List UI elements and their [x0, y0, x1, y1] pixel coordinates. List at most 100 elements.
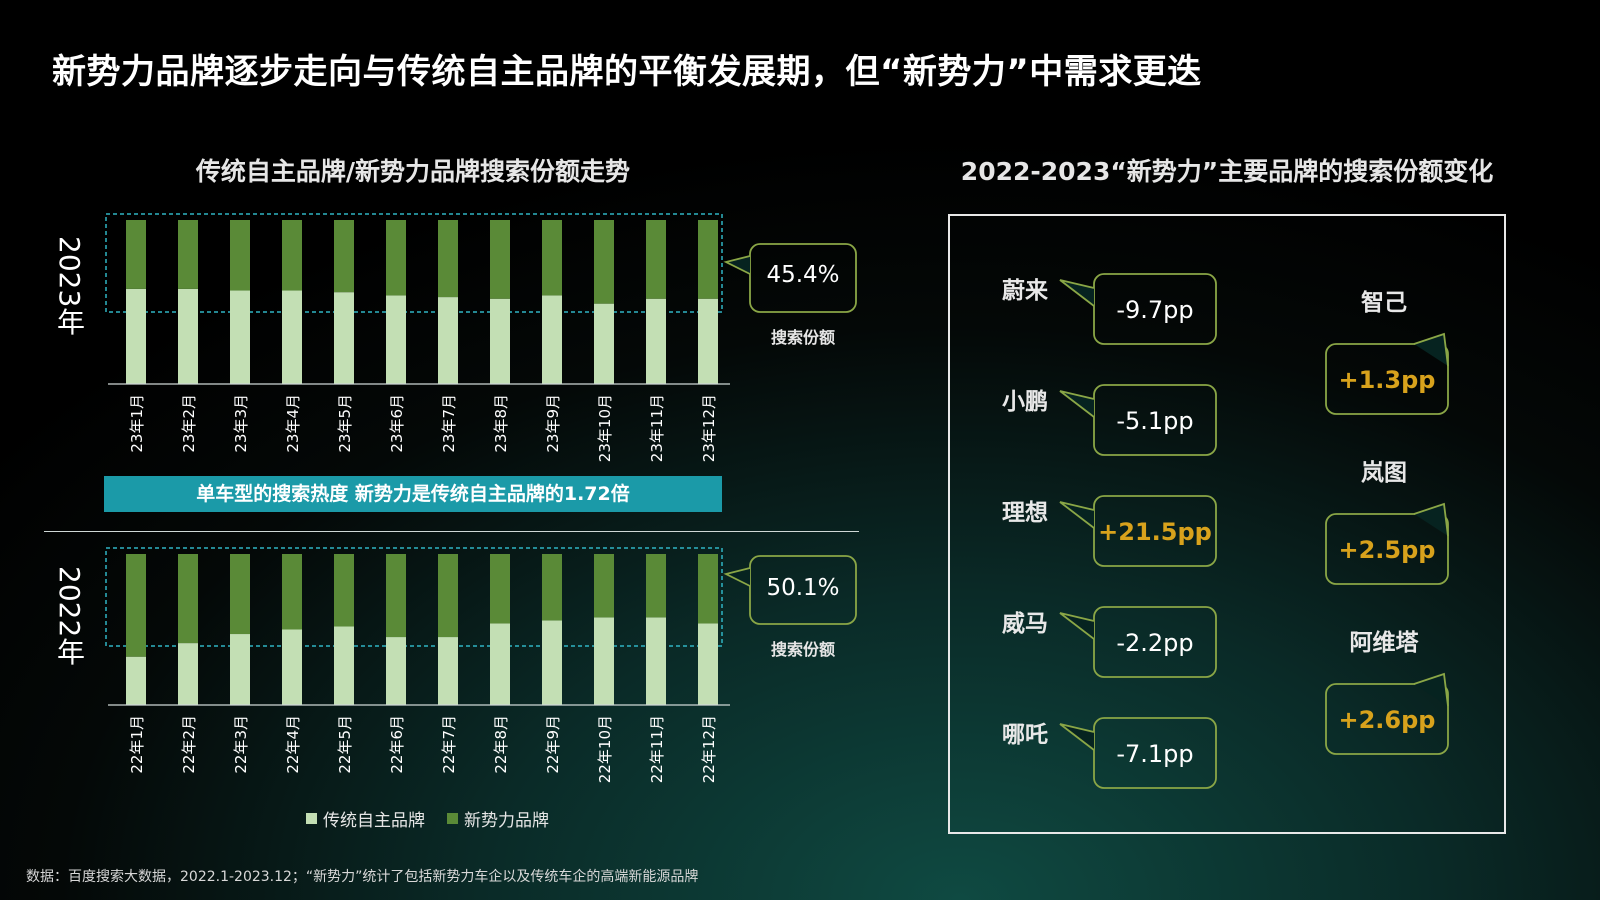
tick-label-2023-9: 23年9月	[544, 394, 562, 453]
brand-name-3: 理想	[1002, 500, 1048, 526]
tick-label-2023-11: 23年11月	[648, 394, 666, 462]
bar-new-force-2023-11	[646, 220, 666, 299]
brand-bubble-pointer-8	[1413, 672, 1449, 707]
tick-label-2023-5: 23年5月	[336, 394, 354, 453]
brand-change-value-7: +2.5pp	[1339, 536, 1436, 564]
brand-bubble-4	[1093, 606, 1217, 678]
bar-traditional-2023-2	[178, 288, 198, 384]
left-chart-title: 传统自主品牌/新势力品牌搜索份额走势	[195, 157, 631, 186]
callout-2022-caption: 搜索份额	[770, 640, 835, 659]
highlight-box-2022	[105, 547, 723, 647]
bar-new-force-2022-5	[334, 554, 354, 627]
callout-pointer-2023	[723, 255, 751, 275]
year-label-2023: 2023年	[53, 236, 86, 336]
callout-pointer-2022	[723, 567, 751, 587]
legend-label-traditional: 传统自主品牌	[323, 811, 425, 831]
panel-divider	[44, 531, 859, 532]
brand-change-value-3: +21.5pp	[1098, 518, 1212, 546]
brand-name-1: 蔚来	[1002, 277, 1049, 304]
brand-bubble-6	[1325, 343, 1449, 415]
brand-change-value-5: -7.1pp	[1116, 740, 1193, 768]
bar-new-force-2022-9	[542, 554, 562, 621]
bar-traditional-2023-12	[698, 298, 718, 384]
brand-change-value-8: +2.6pp	[1339, 706, 1436, 734]
bar-traditional-2023-3	[230, 290, 250, 384]
brand-bubble-pointer-6	[1413, 332, 1449, 367]
callout-bubble-2023	[749, 243, 857, 313]
callout-2023-caption: 搜索份额	[770, 328, 835, 347]
brand-bubble-pointer-3	[1059, 501, 1095, 529]
brand-bubble-3	[1093, 495, 1217, 567]
brand-bubble-pointer-1	[1059, 279, 1095, 307]
bar-traditional-2023-8	[490, 298, 510, 384]
bar-traditional-2022-3	[230, 634, 250, 705]
tick-label-2022-3: 22年3月	[232, 715, 250, 774]
bar-traditional-2022-12	[698, 623, 718, 705]
brand-bubble-pointer-5	[1059, 723, 1095, 751]
bar-new-force-2023-6	[386, 220, 406, 296]
brand-name-8: 阿维塔	[1350, 629, 1420, 656]
right-chart-title: 2022-2023“新势力”主要品牌的搜索份额变化	[960, 157, 1494, 186]
bar-traditional-2023-10	[594, 303, 614, 384]
callout-2023-value: 45.4%	[766, 262, 840, 288]
bar-traditional-2022-9	[542, 620, 562, 705]
tick-label-2023-12: 23年12月	[700, 394, 718, 462]
bar-new-force-2023-2	[178, 220, 198, 289]
brand-name-6: 智己	[1361, 289, 1407, 316]
bar-traditional-2022-6	[386, 637, 406, 705]
bar-new-force-2023-5	[334, 220, 354, 293]
brand-bubble-pointer-7	[1413, 502, 1449, 537]
tick-label-2022-10: 22年10月	[596, 715, 614, 783]
page-title: 新势力品牌逐步走向与传统自主品牌的平衡发展期，但“新势力”中需求更迭	[52, 52, 1202, 92]
bar-new-force-2022-2	[178, 554, 198, 644]
tick-label-2022-8: 22年8月	[492, 715, 510, 774]
stacked-bar-chart: 23年1月 23年2月 23年3月 23年4月 23年5月 23年6月 23年7月 23年8月…	[105, 213, 857, 783]
bar-traditional-2022-4	[282, 629, 302, 705]
brand-bubble-7	[1325, 513, 1449, 585]
bar-traditional-2023-7	[438, 297, 458, 384]
bar-new-force-2022-8	[490, 554, 510, 624]
bar-traditional-2023-4	[282, 290, 302, 384]
brand-bubble-2	[1093, 384, 1217, 456]
legend-swatch-traditional	[306, 813, 317, 824]
bar-new-force-2022-7	[438, 554, 458, 638]
tick-label-2022-12: 22年12月	[700, 715, 718, 783]
bar-new-force-2022-3	[230, 554, 250, 635]
bar-new-force-2023-4	[282, 220, 302, 291]
tick-label-2023-7: 23年7月	[440, 394, 458, 453]
bar-traditional-2022-10	[594, 617, 614, 705]
brand-change-value-4: -2.2pp	[1116, 629, 1193, 657]
tick-label-2022-11: 22年11月	[648, 715, 666, 783]
bar-new-force-2022-10	[594, 554, 614, 618]
legend-label-new-force: 新势力品牌	[464, 811, 549, 831]
tick-label-2022-5: 22年5月	[336, 715, 354, 774]
brand-bubble-pointer-4	[1059, 612, 1095, 640]
brand-change-panel	[948, 214, 1506, 834]
bar-new-force-2023-10	[594, 220, 614, 304]
bar-new-force-2023-8	[490, 220, 510, 299]
bar-new-force-2023-7	[438, 220, 458, 298]
legend-item-traditional: 传统自主品牌	[306, 806, 425, 831]
tick-label-2022-6: 22年6月	[388, 715, 406, 774]
tick-label-2022-1: 22年1月	[128, 715, 146, 774]
brand-name-7: 岚图	[1361, 460, 1407, 486]
brand-change-value-2: -5.1pp	[1116, 407, 1193, 435]
bar-new-force-2023-3	[230, 220, 250, 291]
data-source-footnote: 数据：百度搜索大数据，2022.1-2023.12；“新势力”统计了包括新势力车…	[26, 869, 699, 885]
callout-2022-value: 50.1%	[766, 575, 840, 601]
tick-label-2022-4: 22年4月	[284, 715, 302, 774]
brand-change-value-1: -9.7pp	[1116, 296, 1193, 324]
bar-traditional-2022-1	[126, 656, 146, 705]
brand-name-4: 威马	[1002, 610, 1048, 637]
tick-label-2022-2: 22年2月	[180, 715, 198, 774]
tick-label-2023-3: 23年3月	[232, 394, 250, 453]
tick-label-2023-4: 23年4月	[284, 394, 302, 453]
bar-traditional-2022-7	[438, 637, 458, 705]
bar-new-force-2022-4	[282, 554, 302, 630]
tick-label-2023-1: 23年1月	[128, 394, 146, 453]
tick-label-2023-10: 23年10月	[596, 394, 614, 462]
bar-traditional-2023-5	[334, 292, 354, 384]
bar-traditional-2023-6	[386, 295, 406, 384]
legend-swatch-new-force	[447, 813, 458, 824]
